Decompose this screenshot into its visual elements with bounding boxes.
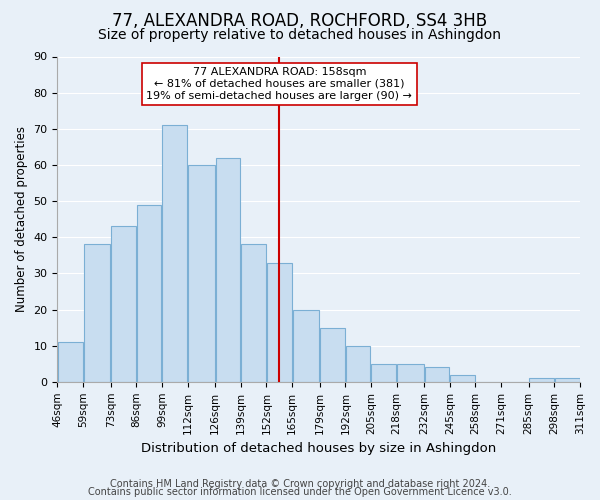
X-axis label: Distribution of detached houses by size in Ashingdon: Distribution of detached houses by size … xyxy=(141,442,496,455)
Y-axis label: Number of detached properties: Number of detached properties xyxy=(15,126,28,312)
Bar xyxy=(163,125,187,382)
Bar xyxy=(529,378,554,382)
Bar xyxy=(137,204,161,382)
Text: 77, ALEXANDRA ROAD, ROCHFORD, SS4 3HB: 77, ALEXANDRA ROAD, ROCHFORD, SS4 3HB xyxy=(112,12,488,30)
Bar xyxy=(111,226,136,382)
Bar xyxy=(346,346,370,382)
Bar xyxy=(293,310,319,382)
Bar xyxy=(58,342,83,382)
Bar xyxy=(241,244,266,382)
Text: Contains public sector information licensed under the Open Government Licence v3: Contains public sector information licen… xyxy=(88,487,512,497)
Bar xyxy=(267,262,292,382)
Bar xyxy=(371,364,396,382)
Bar xyxy=(451,374,475,382)
Bar xyxy=(320,328,345,382)
Bar xyxy=(425,368,449,382)
Bar xyxy=(555,378,580,382)
Text: 77 ALEXANDRA ROAD: 158sqm
← 81% of detached houses are smaller (381)
19% of semi: 77 ALEXANDRA ROAD: 158sqm ← 81% of detac… xyxy=(146,68,412,100)
Bar xyxy=(83,244,110,382)
Bar xyxy=(188,165,215,382)
Text: Size of property relative to detached houses in Ashingdon: Size of property relative to detached ho… xyxy=(98,28,502,42)
Bar xyxy=(215,158,241,382)
Text: Contains HM Land Registry data © Crown copyright and database right 2024.: Contains HM Land Registry data © Crown c… xyxy=(110,479,490,489)
Bar xyxy=(397,364,424,382)
